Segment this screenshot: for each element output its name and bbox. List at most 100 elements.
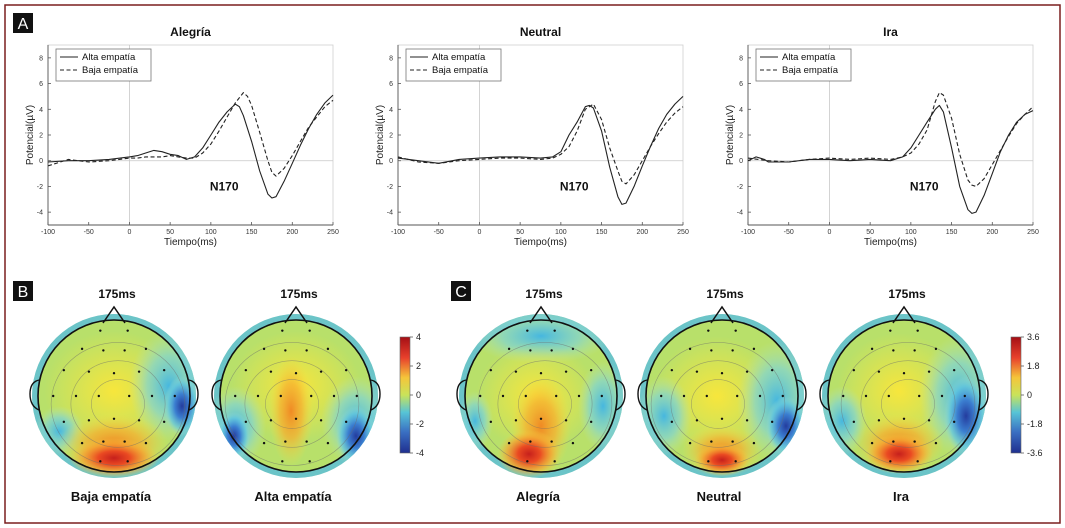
electrode (705, 394, 708, 398)
electrode (734, 329, 737, 332)
x-tick-label: 100 (205, 229, 217, 236)
topo-contour (244, 360, 340, 448)
series-line-baja-empatia (397, 103, 684, 185)
electrode (670, 368, 674, 372)
electrode (589, 420, 593, 424)
electrode (720, 372, 724, 375)
electrode (918, 394, 921, 398)
chart-title: Ira (883, 25, 898, 39)
electrode (892, 349, 895, 352)
nose (102, 305, 126, 324)
topo-fill (214, 314, 378, 478)
electrode (752, 441, 756, 445)
x-tick-label: 150 (596, 229, 608, 236)
colorbar-1: 4 2 0 -2 -4 (399, 332, 424, 458)
nose (710, 305, 734, 324)
y-tick-label: 4 (389, 107, 393, 114)
electrode (892, 440, 895, 443)
electrode (144, 441, 148, 445)
head-outline (219, 319, 373, 473)
colorbar-tick-label: -4 (416, 448, 424, 458)
colorbar-tick-label: -3.6 (1027, 448, 1043, 458)
electrode (707, 460, 710, 463)
topo-contour (518, 379, 572, 429)
electrode (262, 347, 266, 351)
electrode (244, 368, 248, 372)
panel-label-c: C (451, 281, 471, 301)
series-line-alta-empatia (397, 96, 684, 205)
erp-chart-3: -100 -50 0 50 100 150 200 250 -4 -2 0 2 4 6 8 Ira Tiempo… (725, 25, 1039, 248)
x-tick-label: 250 (677, 229, 689, 236)
electrode (707, 329, 710, 332)
electrode (731, 349, 734, 352)
electrode (889, 460, 892, 463)
electrode (262, 441, 266, 445)
electrode (695, 419, 699, 422)
head-outline (645, 319, 799, 473)
legend: Alta empatía Baja empatía (55, 48, 152, 82)
series-line-alta-empatia (47, 94, 334, 199)
electrode (564, 370, 568, 373)
erp-chart-1: -100 -50 0 50 100 150 200 250 -4 -2 0 2 4 6 8 Alegría Ti… (25, 25, 339, 248)
electrode (126, 329, 129, 332)
electrode (682, 394, 686, 398)
electrode (332, 394, 336, 398)
electrode (80, 347, 84, 351)
electrode (308, 329, 311, 332)
electrode (308, 460, 311, 463)
topo-map-2: 175ms Alta empatía (211, 287, 381, 504)
electrode (770, 368, 774, 372)
electrode (489, 420, 493, 424)
electrode (501, 394, 505, 398)
electrode (62, 420, 66, 424)
electrode (234, 394, 237, 398)
left-ear (211, 379, 222, 411)
x-tick-label: 250 (327, 229, 339, 236)
x-tick-label: -50 (84, 229, 94, 236)
time-label: 175ms (280, 287, 318, 301)
electrode (870, 347, 874, 351)
electrode (526, 329, 529, 332)
electrode (550, 440, 553, 443)
nose (892, 305, 916, 324)
head-outline (37, 319, 191, 473)
y-axis-label: Potencial(µV) (725, 105, 736, 165)
x-tick-label: 150 (946, 229, 958, 236)
y-tick-label: 4 (739, 107, 743, 114)
electrode (571, 347, 575, 351)
electrode (927, 370, 931, 373)
electrode (310, 394, 313, 398)
electrode (256, 394, 260, 398)
topo-contour (50, 342, 186, 466)
electrode (952, 368, 956, 372)
y-tick-label: -2 (37, 184, 43, 191)
electrode (99, 329, 102, 332)
legend: Alta empatía Baja empatía (405, 48, 502, 82)
electrode (842, 394, 845, 398)
electrode (529, 440, 532, 443)
legend-label: Baja empatía (82, 65, 139, 76)
electrode (526, 460, 529, 463)
electrode (770, 420, 774, 424)
electrode (553, 329, 556, 332)
topo-contour (497, 360, 593, 448)
y-tick-label: -4 (737, 210, 743, 217)
y-tick-label: 2 (739, 133, 743, 140)
electrode (852, 368, 856, 372)
left-ear (637, 379, 648, 411)
electrode (514, 419, 518, 422)
electrode (577, 394, 581, 398)
electrode (564, 419, 568, 422)
electrode (660, 394, 663, 398)
left-ear (456, 379, 467, 411)
electrode (244, 420, 248, 424)
electrode (162, 420, 166, 424)
electrode (550, 349, 553, 352)
electrode (524, 394, 527, 398)
electrode (137, 370, 141, 373)
time-label: 175ms (888, 287, 926, 301)
x-tick-label: 200 (636, 229, 648, 236)
erp-charts: -100 -50 0 50 100 150 200 250-4-202468AlegríaTi… (25, 25, 1039, 248)
x-tick-label: -100 (741, 229, 755, 236)
